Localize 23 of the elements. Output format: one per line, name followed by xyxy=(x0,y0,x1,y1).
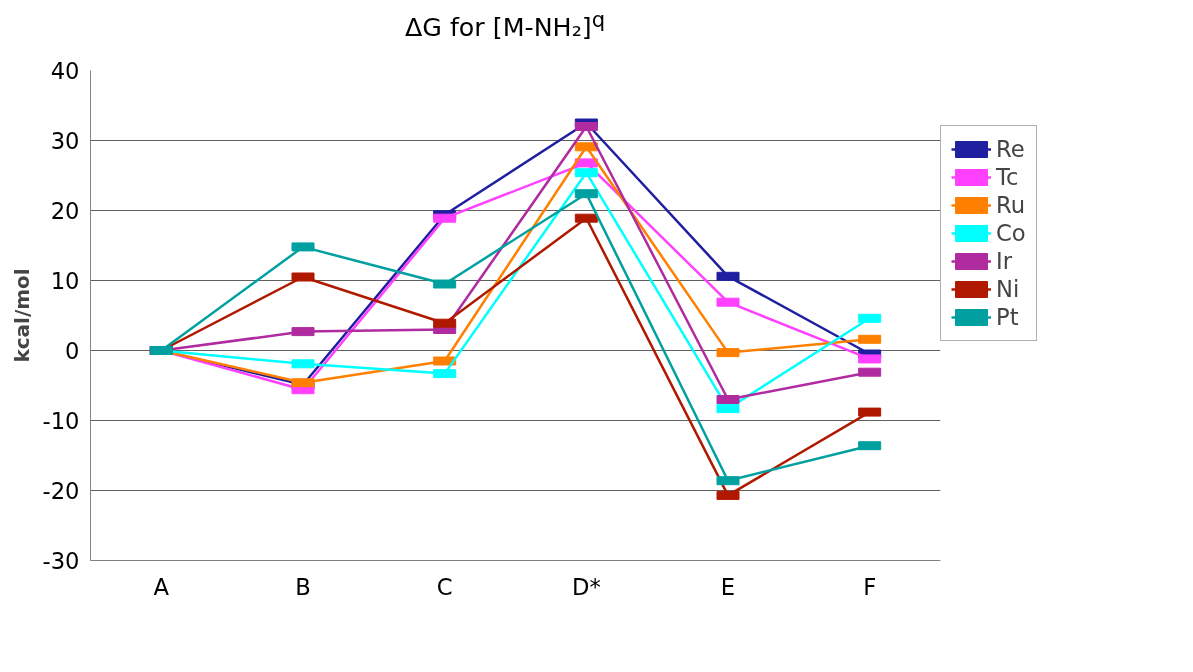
x-tick-label: A xyxy=(153,573,170,600)
chart-title: ΔG for [M-NH₂]$^{q}$ xyxy=(404,6,606,45)
legend-label: Ir xyxy=(996,248,1013,274)
y-tick-label: 0 xyxy=(65,338,80,364)
legend-label: Ni xyxy=(996,276,1020,302)
legend-label: Pt xyxy=(996,304,1019,330)
legend-label: Tc xyxy=(996,164,1019,190)
y-tick-label: 40 xyxy=(50,58,80,84)
y-tick-label: -30 xyxy=(42,548,80,574)
x-tick-label: C xyxy=(436,573,453,600)
x-tick-label: D* xyxy=(571,573,601,600)
y-axis-title: kcal/mol xyxy=(10,268,35,363)
y-tick-label: -10 xyxy=(42,408,80,434)
x-tick-label: E xyxy=(720,573,736,600)
y-tick-label: 30 xyxy=(50,128,80,154)
x-tick-label: F xyxy=(863,573,877,600)
y-tick-label: 10 xyxy=(50,268,80,294)
legend-label: Ru xyxy=(996,192,1026,218)
x-tick-label: B xyxy=(295,573,311,600)
legend-label: Re xyxy=(996,136,1025,162)
y-tick-label: -20 xyxy=(42,478,80,504)
y-tick-label: 20 xyxy=(50,198,80,224)
legend-label: Co xyxy=(996,220,1026,246)
